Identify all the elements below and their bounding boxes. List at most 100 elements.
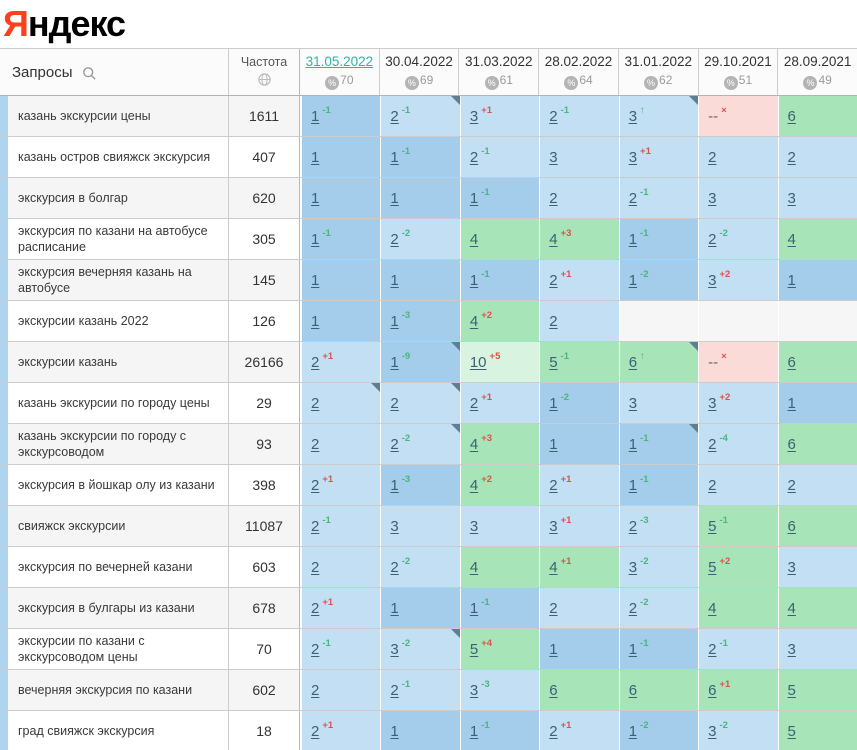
date-link[interactable]: 28.02.2022	[544, 54, 613, 69]
query-cell[interactable]: свияжск экскурсии	[8, 506, 229, 546]
position-link[interactable]: 2	[390, 558, 399, 576]
position-link[interactable]: 1	[390, 722, 399, 740]
position-link[interactable]: 2	[311, 517, 320, 535]
position-link[interactable]: 1	[390, 312, 399, 330]
position-link[interactable]: 2	[311, 599, 320, 617]
position-link[interactable]: 2	[311, 558, 320, 576]
position-link[interactable]: 2	[311, 394, 320, 412]
position-link[interactable]: 1	[311, 189, 320, 207]
query-cell[interactable]: вечерняя экскурсия по казани	[8, 670, 229, 710]
position-link[interactable]: 1	[469, 271, 479, 289]
position-link[interactable]: 2	[390, 230, 399, 248]
position-link[interactable]: 4	[469, 476, 479, 494]
position-link[interactable]: 3	[787, 189, 796, 207]
position-link[interactable]: 4	[708, 599, 717, 617]
position-link[interactable]: 6	[628, 681, 638, 699]
query-cell[interactable]: казань экскурсии цены	[8, 96, 229, 136]
position-link[interactable]: 10	[469, 353, 487, 371]
position-link[interactable]: 2	[390, 107, 399, 125]
position-link[interactable]: 3	[628, 107, 638, 125]
position-link[interactable]: 2	[549, 476, 558, 494]
position-link[interactable]: 2	[708, 148, 717, 166]
position-link[interactable]: 4	[469, 558, 479, 576]
position-link[interactable]: 2	[549, 722, 558, 740]
date-link[interactable]: 30.04.2022	[385, 54, 453, 69]
position-link[interactable]: 5	[469, 640, 479, 658]
position-link[interactable]: 3	[469, 681, 479, 699]
position-link[interactable]: 3	[708, 394, 717, 412]
position-link[interactable]: 2	[549, 107, 558, 125]
position-link[interactable]: 5	[549, 353, 558, 371]
query-cell[interactable]: экскурсии казань	[8, 342, 229, 382]
position-link[interactable]: 2	[708, 230, 717, 248]
position-link[interactable]: 2	[549, 189, 558, 207]
position-link[interactable]: 6	[787, 517, 796, 535]
query-cell[interactable]: казань остров свияжск экскурсия	[8, 137, 229, 177]
search-icon[interactable]	[82, 66, 97, 81]
position-link[interactable]: 2	[708, 640, 717, 658]
position-link[interactable]: 2	[311, 681, 320, 699]
position-link[interactable]: 1	[628, 722, 638, 740]
position-link[interactable]: 1	[469, 599, 479, 617]
position-link[interactable]: 2	[311, 476, 320, 494]
position-link[interactable]: 6	[787, 435, 796, 453]
query-cell[interactable]: экскурсия в булгары из казани	[8, 588, 229, 628]
position-link[interactable]: 3	[628, 558, 638, 576]
query-cell[interactable]: град свияжск экскурсия	[8, 711, 229, 750]
position-link[interactable]: 1	[549, 394, 558, 412]
position-link[interactable]: 3	[628, 148, 638, 166]
position-link[interactable]: 2	[549, 599, 558, 617]
position-link[interactable]: 4	[469, 312, 479, 330]
position-link[interactable]: 6	[787, 107, 796, 125]
query-cell[interactable]: экскурсии казань 2022	[8, 301, 229, 341]
position-link[interactable]: 3	[787, 640, 796, 658]
position-link[interactable]: 2	[469, 394, 479, 412]
position-link[interactable]: 1	[311, 148, 320, 166]
position-link[interactable]: 2	[390, 394, 399, 412]
position-link[interactable]: 2	[549, 271, 558, 289]
position-link[interactable]: 1	[390, 271, 399, 289]
position-link[interactable]: 1	[311, 312, 320, 330]
query-cell[interactable]: экскурсия в болгар	[8, 178, 229, 218]
position-link[interactable]: 1	[469, 722, 479, 740]
position-link[interactable]: 2	[628, 599, 638, 617]
position-link[interactable]: 2	[311, 435, 320, 453]
position-link[interactable]: 1	[390, 476, 399, 494]
position-link[interactable]: 1	[390, 189, 399, 207]
position-link[interactable]: 3	[708, 189, 717, 207]
position-link[interactable]: 3	[549, 148, 558, 166]
query-cell[interactable]: казань экскурсии по городу с экскурсовод…	[8, 424, 229, 464]
position-link[interactable]: 6	[787, 353, 796, 371]
position-link[interactable]: 3	[549, 517, 558, 535]
position-link[interactable]: 1	[390, 148, 399, 166]
position-link[interactable]: 4	[469, 435, 479, 453]
position-link[interactable]: 3	[469, 517, 479, 535]
position-link[interactable]: 1	[311, 271, 320, 289]
date-link[interactable]: 31.01.2022	[624, 54, 693, 69]
position-link[interactable]: 3	[390, 640, 399, 658]
position-link[interactable]: 2	[549, 312, 558, 330]
position-link[interactable]: 6	[708, 681, 717, 699]
position-link[interactable]: 2	[311, 722, 320, 740]
position-link[interactable]: 2	[708, 476, 717, 494]
position-link[interactable]: 5	[787, 722, 796, 740]
position-link[interactable]: 1	[390, 353, 399, 371]
position-link[interactable]: 5	[787, 681, 796, 699]
position-link[interactable]: 6	[549, 681, 558, 699]
position-link[interactable]: 1	[628, 271, 638, 289]
position-link[interactable]: 1	[549, 640, 558, 658]
position-link[interactable]: 2	[390, 681, 399, 699]
position-link[interactable]: 3	[708, 722, 717, 740]
position-link[interactable]: 2	[628, 517, 638, 535]
position-link[interactable]: 3	[708, 271, 717, 289]
date-link[interactable]: 29.10.2021	[704, 54, 772, 69]
position-link[interactable]: 4	[549, 558, 558, 576]
position-link[interactable]: 3	[787, 558, 796, 576]
position-link[interactable]: 1	[787, 394, 796, 412]
position-link[interactable]: 3	[469, 107, 479, 125]
position-link[interactable]: 2	[708, 435, 717, 453]
query-cell[interactable]: экскурсия по вечерней казани	[8, 547, 229, 587]
position-link[interactable]: 1	[469, 189, 479, 207]
query-cell[interactable]: казань экскурсии по городу цены	[8, 383, 229, 423]
position-link[interactable]: 2	[628, 189, 638, 207]
